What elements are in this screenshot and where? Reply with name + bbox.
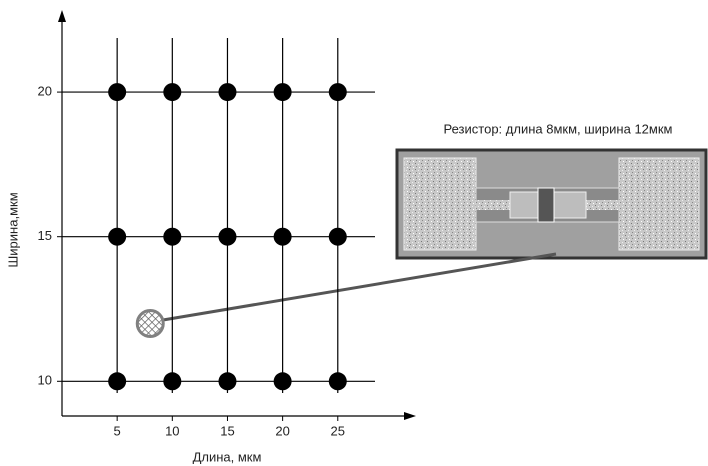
x-axis-arrow (404, 412, 416, 420)
x-axis-label: Длина, мкм (193, 449, 262, 464)
point (218, 83, 236, 101)
point (329, 228, 347, 246)
x-tick-label: 20 (275, 423, 289, 438)
point (274, 83, 292, 101)
resistor-image (397, 150, 706, 258)
x-tick-label: 25 (331, 423, 345, 438)
y-tick-label: 10 (38, 373, 52, 388)
x-tick-label: 5 (114, 423, 121, 438)
point (329, 83, 347, 101)
chart: Резистор: длина 8мкм, ширина 12мкм Длина… (0, 0, 708, 466)
point (108, 83, 126, 101)
x-tick-label: 15 (220, 423, 234, 438)
point (108, 372, 126, 390)
y-tick-label: 15 (38, 228, 52, 243)
point (218, 228, 236, 246)
point (274, 228, 292, 246)
y-tick-label: 20 (38, 84, 52, 99)
point (218, 372, 236, 390)
y-axis-label: Ширина,мкм (5, 192, 20, 267)
point (163, 83, 181, 101)
highlighted-point (137, 310, 163, 336)
annotation: Резистор: длина 8мкм, ширина 12мкм (444, 121, 673, 136)
point (163, 228, 181, 246)
point (329, 372, 347, 390)
point (108, 228, 126, 246)
callout-line (163, 254, 556, 320)
x-tick-label: 10 (165, 423, 179, 438)
y-axis-arrow (58, 10, 66, 22)
point (274, 372, 292, 390)
point (163, 372, 181, 390)
